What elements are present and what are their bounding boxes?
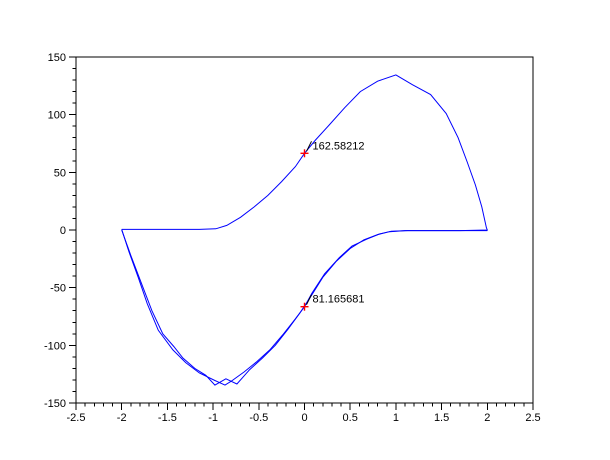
x-tick-label: -1 [208,412,218,424]
x-tick-label: 2.5 [525,412,540,424]
datatip-label: 162.58212 [313,140,365,152]
datatip-marker-cross[interactable] [300,302,309,311]
datatip-label: 81.165681 [313,294,365,306]
y-tick-label: 150 [48,52,66,64]
x-tick-label: -0.5 [249,412,268,424]
datatip-leader [306,141,312,152]
curve-hysteresis-loop[interactable] [121,74,489,386]
y-tick-label: -100 [44,340,66,352]
x-tick-label: 0.5 [343,412,358,424]
x-tick-label: 1 [393,412,399,424]
y-tick-label: 0 [60,225,66,237]
datatip-leader [306,294,312,305]
datatip-marker-cross[interactable] [300,149,309,158]
y-tick-label: 100 [48,110,66,122]
x-tick-label: 1.5 [434,412,449,424]
x-tick-label: 0 [301,412,307,424]
y-tick-label: -150 [44,398,66,410]
y-tick-label: 50 [54,167,66,179]
x-tick-label: -1.5 [158,412,177,424]
y-tick-label: -50 [50,283,66,295]
x-tick-label: 2 [484,412,490,424]
x-tick-label: -2 [117,412,127,424]
x-tick-label: -2.5 [67,412,86,424]
